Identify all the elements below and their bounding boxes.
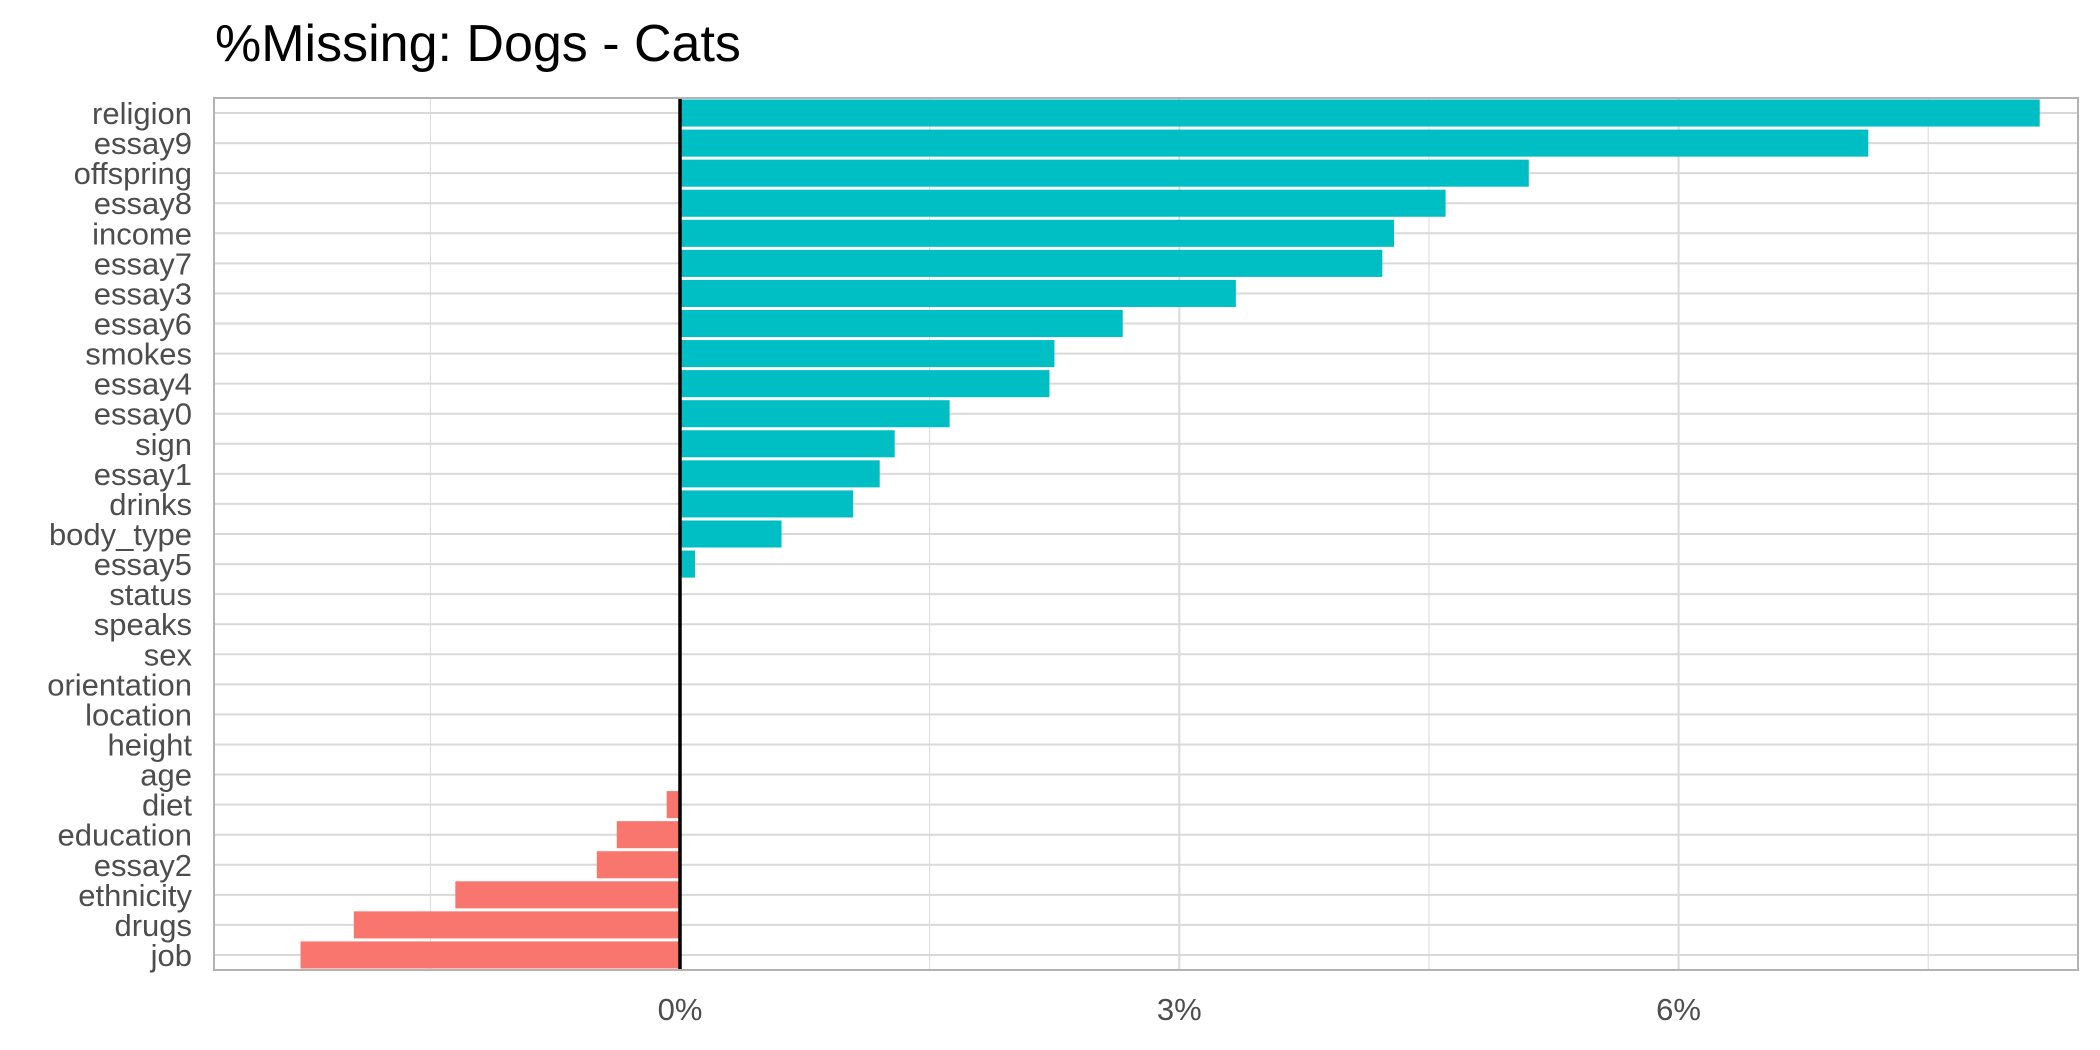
y-tick-label: essay7 xyxy=(94,246,192,281)
bar-essay4 xyxy=(680,370,1050,398)
y-tick-label: speaks xyxy=(94,607,192,642)
bar-essay9 xyxy=(680,129,1869,157)
y-tick-label: sex xyxy=(144,637,193,672)
bar-income xyxy=(680,219,1394,247)
bar-essay7 xyxy=(680,249,1383,277)
bar-essay3 xyxy=(680,279,1236,307)
bar-essay0 xyxy=(680,400,950,428)
y-tick-label: income xyxy=(92,216,192,251)
y-tick-label: essay9 xyxy=(94,126,192,161)
chart-title: %Missing: Dogs - Cats xyxy=(215,15,741,73)
bar-education xyxy=(616,821,680,849)
y-tick-label: essay5 xyxy=(94,547,192,582)
bars-layer xyxy=(300,99,2040,969)
bar-diet xyxy=(666,791,680,819)
y-tick-label: age xyxy=(140,758,192,793)
bar-essay6 xyxy=(680,309,1123,338)
y-tick-label: essay6 xyxy=(94,307,192,342)
y-tick-label: essay3 xyxy=(94,276,192,311)
y-tick-label: offspring xyxy=(74,156,192,191)
bar-sign xyxy=(680,430,895,458)
y-tick-label: diet xyxy=(142,788,192,823)
x-tick-label: 0% xyxy=(658,992,703,1027)
y-tick-label: smokes xyxy=(85,337,192,372)
y-tick-label: essay4 xyxy=(94,367,192,402)
bar-essay8 xyxy=(680,189,1446,217)
bar-drugs xyxy=(353,911,680,939)
bar-religion xyxy=(680,99,2040,127)
y-tick-label: status xyxy=(109,577,192,612)
y-tick-label: essay2 xyxy=(94,848,192,883)
x-tick-label: 6% xyxy=(1656,992,1701,1027)
y-tick-label: ethnicity xyxy=(78,878,192,913)
panel-border-layer xyxy=(213,97,2079,971)
y-tick-label: sign xyxy=(135,427,192,462)
panel-border xyxy=(213,97,2079,971)
bar-body-type xyxy=(680,520,782,548)
y-tick-label: drugs xyxy=(114,908,192,943)
bar-essay1 xyxy=(680,460,880,488)
bar-drinks xyxy=(680,490,854,518)
y-tick-label: drinks xyxy=(109,487,192,522)
bar-essay2 xyxy=(596,851,680,879)
y-tick-label: essay0 xyxy=(94,397,192,432)
bar-essay5 xyxy=(680,550,695,578)
y-tick-label: body_type xyxy=(49,517,192,552)
y-tick-label: job xyxy=(150,938,192,973)
bar-job xyxy=(300,941,680,969)
x-tick-label: 3% xyxy=(1157,992,1202,1027)
y-tick-label: essay1 xyxy=(94,457,192,492)
y-tick-label: height xyxy=(108,727,193,762)
y-tick-label: religion xyxy=(92,96,192,131)
y-tick-label: essay8 xyxy=(94,186,192,221)
bar-offspring xyxy=(680,159,1529,187)
y-tick-label: location xyxy=(85,697,192,732)
bar-ethnicity xyxy=(455,881,680,909)
y-axis-labels: religionessay9offspringessay8incomeessay… xyxy=(47,96,192,973)
bar-smokes xyxy=(680,340,1055,368)
x-axis-labels: 0% 3% 6% xyxy=(658,992,1701,1027)
y-tick-label: orientation xyxy=(47,667,192,702)
y-tick-label: education xyxy=(58,818,192,853)
